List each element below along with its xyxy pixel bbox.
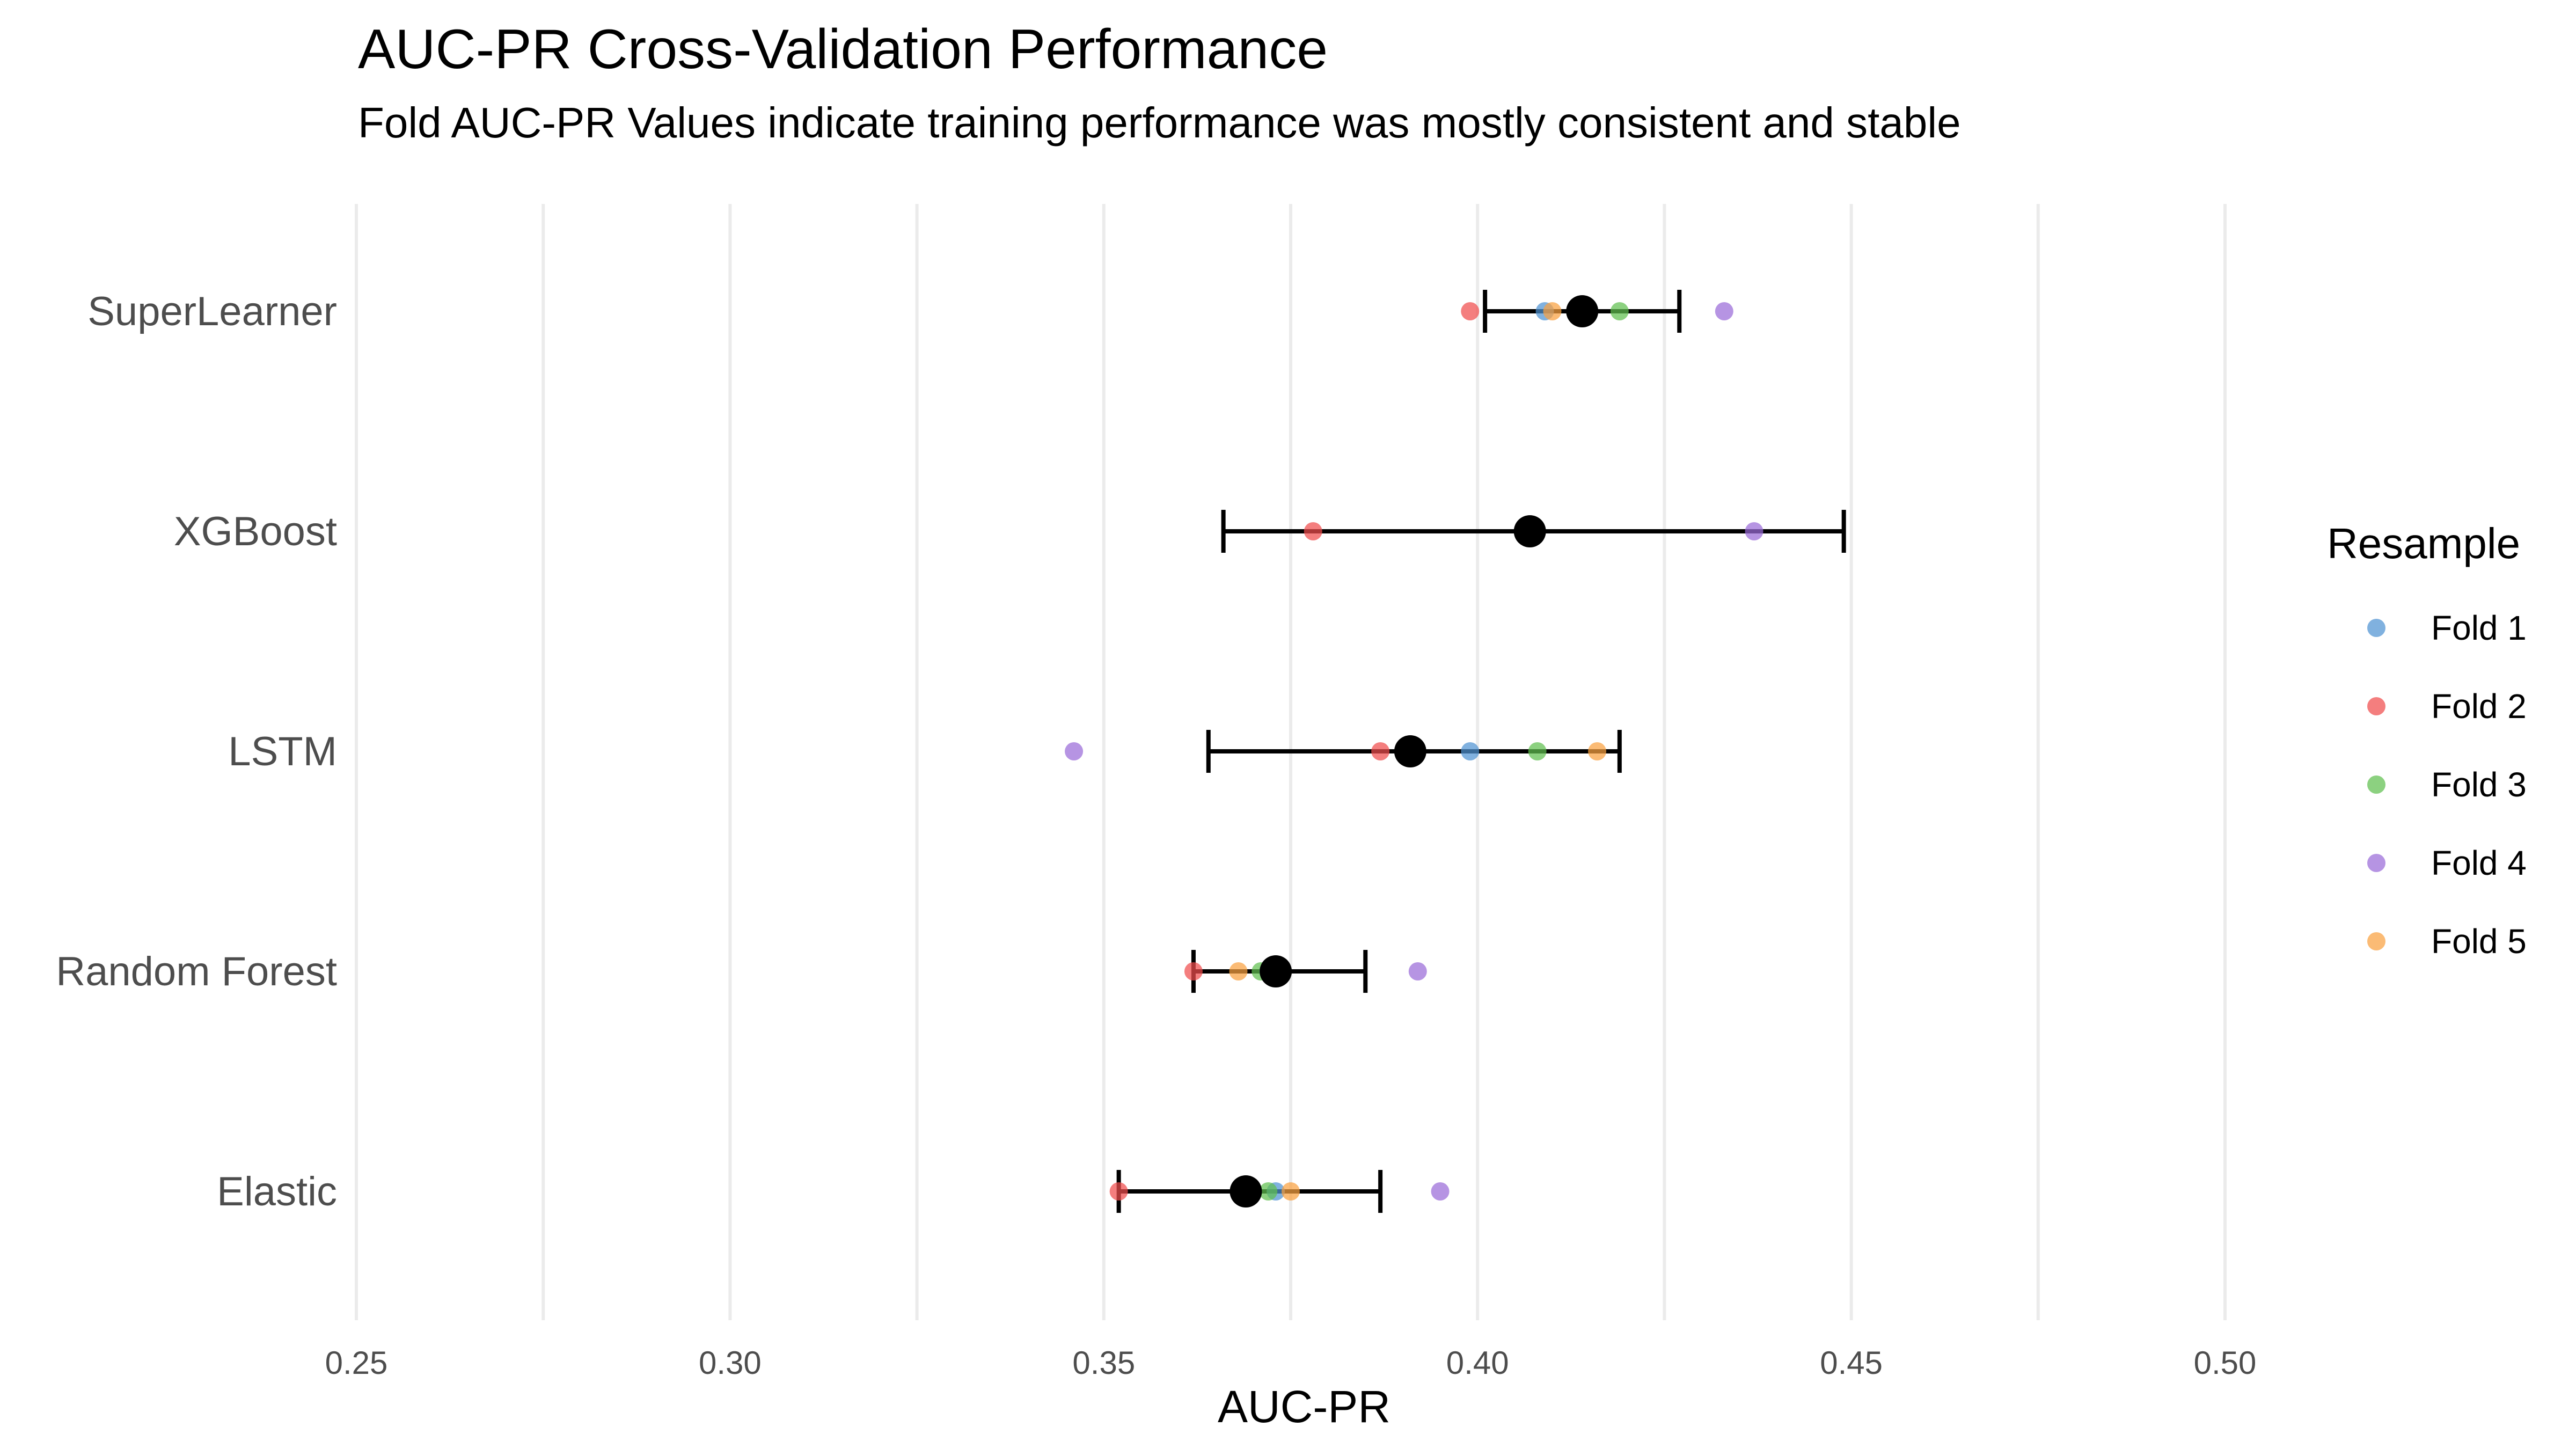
legend-key bbox=[2367, 697, 2385, 715]
fold-point bbox=[1408, 962, 1427, 980]
fold-point bbox=[1431, 1182, 1450, 1201]
x-tick-label: 0.25 bbox=[325, 1345, 388, 1381]
x-tick-label: 0.45 bbox=[1820, 1345, 1883, 1381]
fold-point bbox=[1109, 1182, 1128, 1201]
x-axis-label: AUC-PR bbox=[1218, 1381, 1391, 1432]
fold-point bbox=[1745, 522, 1763, 540]
mean-points bbox=[1230, 295, 1599, 1208]
x-tick-label: 0.30 bbox=[699, 1345, 762, 1381]
mean-point bbox=[1513, 515, 1546, 547]
mean-point bbox=[1394, 735, 1426, 767]
mean-point bbox=[1566, 295, 1599, 327]
legend-key bbox=[2367, 619, 2385, 637]
fold-point bbox=[1715, 302, 1733, 320]
y-tick-label: Elastic bbox=[217, 1169, 337, 1214]
fold-point bbox=[1259, 1182, 1278, 1201]
x-axis-tick-labels: 0.25 0.30 0.35 0.40 0.45 0.50 bbox=[325, 1345, 2257, 1381]
y-tick-label: SuperLearner bbox=[87, 289, 337, 334]
fold-point bbox=[1543, 302, 1562, 320]
y-axis-tick-labels: SuperLearner XGBoost LSTM Random Forest Elas… bbox=[56, 289, 337, 1214]
fold-point bbox=[1588, 742, 1607, 760]
chart-subtitle: Fold AUC-PR Values indicate training per… bbox=[358, 99, 1961, 147]
fold-point bbox=[1528, 742, 1547, 760]
fold-point bbox=[1371, 742, 1390, 760]
legend-label: Fold 1 bbox=[2431, 609, 2527, 647]
fold-point bbox=[1610, 302, 1629, 320]
x-tick-label: 0.35 bbox=[1072, 1345, 1135, 1381]
mean-point bbox=[1260, 955, 1292, 987]
error-bars bbox=[1116, 290, 1846, 1213]
x-tick-label: 0.50 bbox=[2194, 1345, 2257, 1381]
x-tick-label: 0.40 bbox=[1446, 1345, 1509, 1381]
fold-point bbox=[1304, 522, 1322, 540]
legend-key bbox=[2367, 775, 2385, 794]
fold-point bbox=[1229, 962, 1248, 980]
mean-point bbox=[1230, 1175, 1262, 1208]
legend-items: Fold 1 Fold 2 Fold 3 Fold 4 Fold 5 bbox=[2367, 609, 2527, 961]
legend-key bbox=[2367, 854, 2385, 872]
legend-label: Fold 2 bbox=[2431, 687, 2527, 726]
legend-label: Fold 4 bbox=[2431, 844, 2527, 882]
y-tick-label: Random Forest bbox=[56, 949, 337, 994]
fold-point bbox=[1184, 962, 1203, 980]
fold-point bbox=[1461, 742, 1480, 760]
fold-point bbox=[1461, 302, 1480, 320]
legend-key bbox=[2367, 932, 2385, 950]
y-tick-label: XGBoost bbox=[174, 509, 337, 554]
legend: Resample Fold 1 Fold 2 Fold 3 Fold 4 Fold 5 bbox=[2327, 519, 2527, 961]
y-tick-label: LSTM bbox=[228, 729, 337, 774]
fold-point bbox=[1065, 742, 1084, 760]
legend-title: Resample bbox=[2327, 519, 2520, 567]
legend-label: Fold 5 bbox=[2431, 922, 2527, 961]
chart-title: AUC-PR Cross-Validation Performance bbox=[358, 18, 1328, 80]
fold-point bbox=[1282, 1182, 1300, 1201]
legend-label: Fold 3 bbox=[2431, 765, 2527, 804]
gridlines bbox=[355, 204, 2227, 1320]
